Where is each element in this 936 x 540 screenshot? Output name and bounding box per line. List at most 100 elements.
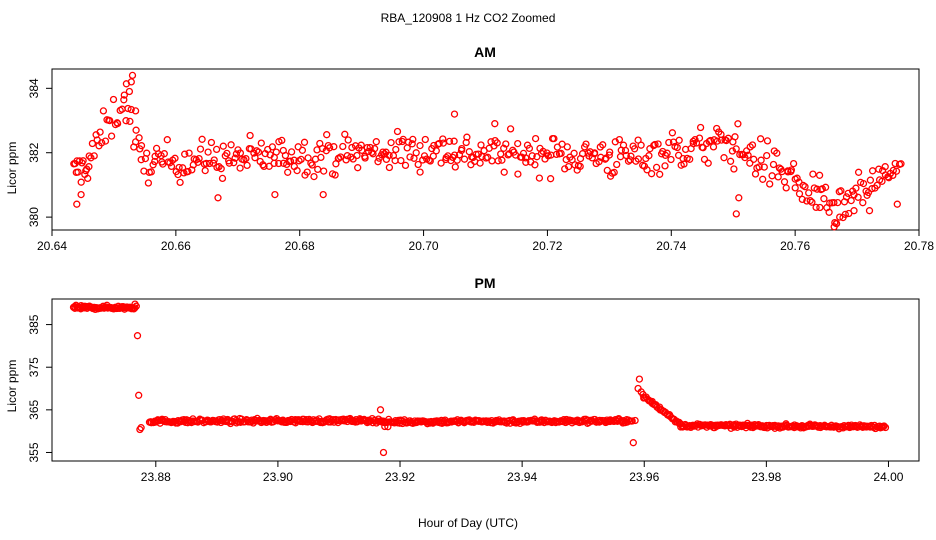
am-data-point bbox=[281, 151, 290, 160]
am-data-point bbox=[357, 141, 365, 149]
am-data-point bbox=[854, 193, 862, 201]
am-data-point bbox=[756, 135, 765, 143]
am-data-point bbox=[821, 183, 830, 191]
am-data-point bbox=[500, 168, 508, 176]
am-data-point bbox=[90, 152, 98, 160]
am-data-point bbox=[746, 159, 754, 167]
am-data-point bbox=[278, 136, 286, 145]
am-data-point bbox=[96, 128, 104, 136]
am-data-point bbox=[730, 165, 738, 173]
pm-data-point bbox=[131, 304, 139, 312]
pm-panel: PM Licor ppm 23.88 23.90 23.92 23.94 23.96 23… bbox=[5, 275, 920, 484]
pm-data-point bbox=[629, 439, 637, 447]
am-data-point bbox=[79, 157, 87, 165]
am-data-point bbox=[300, 138, 309, 146]
am-data-point bbox=[732, 145, 740, 153]
am-data-point bbox=[700, 155, 709, 164]
am-data-point bbox=[699, 144, 707, 152]
am-panel-title: AM bbox=[474, 44, 496, 60]
pm-data-point bbox=[628, 417, 636, 425]
am-data-point bbox=[341, 130, 349, 138]
am-data-point bbox=[837, 187, 845, 195]
am-x-tick-label: 20.64 bbox=[37, 239, 67, 253]
am-data-point bbox=[198, 135, 206, 143]
am-data-point bbox=[372, 138, 380, 146]
am-data-point bbox=[576, 162, 584, 171]
am-data-point bbox=[230, 159, 238, 167]
am-data-point bbox=[735, 194, 743, 202]
am-data-point bbox=[525, 144, 534, 153]
am-data-point bbox=[268, 143, 277, 151]
am-data-point bbox=[88, 139, 97, 148]
am-data-point bbox=[597, 153, 605, 161]
am-x-tick-label: 20.70 bbox=[409, 239, 439, 253]
am-data-point bbox=[798, 195, 806, 204]
pm-y-axis-label: Licor ppm bbox=[5, 360, 19, 413]
am-data-point bbox=[630, 145, 639, 153]
am-data-point bbox=[131, 107, 140, 115]
am-data-points bbox=[70, 71, 905, 231]
am-data-point bbox=[634, 136, 642, 144]
am-data-point bbox=[330, 143, 338, 151]
am-data-point bbox=[812, 203, 820, 212]
am-data-point bbox=[865, 207, 874, 215]
am-data-point bbox=[731, 133, 739, 141]
am-data-point bbox=[531, 161, 539, 169]
am-data-point bbox=[361, 154, 369, 162]
am-data-point bbox=[750, 155, 758, 163]
am-data-point bbox=[137, 142, 146, 150]
am-data-point bbox=[387, 138, 395, 147]
am-data-point bbox=[317, 153, 325, 162]
am-data-point bbox=[531, 134, 540, 143]
am-data-point bbox=[742, 147, 751, 155]
am-data-point bbox=[463, 133, 471, 141]
am-data-point bbox=[476, 159, 484, 167]
am-data-point bbox=[253, 147, 261, 155]
am-x-tick-label: 20.72 bbox=[532, 239, 562, 253]
am-data-point bbox=[897, 160, 905, 168]
am-data-point bbox=[385, 151, 393, 160]
am-data-point bbox=[77, 190, 85, 199]
am-data-point bbox=[793, 174, 801, 182]
am-data-point bbox=[539, 147, 547, 156]
am-data-point bbox=[650, 141, 658, 150]
pm-data-point bbox=[596, 416, 604, 425]
am-data-point bbox=[654, 140, 662, 148]
am-data-point bbox=[852, 184, 860, 192]
am-data-point bbox=[101, 137, 110, 145]
am-data-point bbox=[246, 131, 254, 140]
am-data-point bbox=[215, 163, 223, 171]
am-data-point bbox=[564, 162, 573, 171]
am-data-point bbox=[437, 159, 445, 167]
am-data-point bbox=[425, 156, 433, 164]
am-data-point bbox=[303, 168, 311, 176]
am-data-point bbox=[868, 185, 876, 193]
am-data-point bbox=[416, 168, 424, 176]
am-data-point bbox=[195, 154, 203, 163]
am-x-axis: 20.64 20.66 20.68 20.70 20.72 20.74 20.76 20.78 bbox=[37, 230, 934, 253]
am-data-point bbox=[774, 173, 782, 181]
am-data-point bbox=[124, 104, 132, 113]
am-data-point bbox=[74, 168, 82, 176]
am-data-point bbox=[820, 195, 828, 203]
am-data-point bbox=[120, 96, 128, 104]
pm-plot-frame bbox=[51, 298, 920, 462]
am-data-point bbox=[616, 153, 625, 161]
am-data-point bbox=[759, 175, 767, 183]
am-data-point bbox=[484, 153, 492, 161]
am-data-point bbox=[875, 165, 883, 173]
am-x-tick-label: 20.76 bbox=[780, 239, 810, 253]
am-data-point bbox=[605, 151, 613, 159]
am-data-point bbox=[744, 151, 752, 159]
am-data-point bbox=[704, 159, 712, 167]
am-data-point bbox=[254, 148, 263, 156]
am-data-point bbox=[363, 143, 371, 152]
pm-x-tick-label: 23.92 bbox=[385, 470, 415, 484]
am-data-point bbox=[728, 147, 737, 155]
am-data-point bbox=[242, 154, 250, 163]
am-data-point bbox=[331, 171, 339, 179]
am-data-point bbox=[354, 164, 362, 172]
am-data-point bbox=[214, 194, 222, 202]
am-data-point bbox=[557, 149, 565, 158]
am-data-point bbox=[696, 123, 705, 132]
